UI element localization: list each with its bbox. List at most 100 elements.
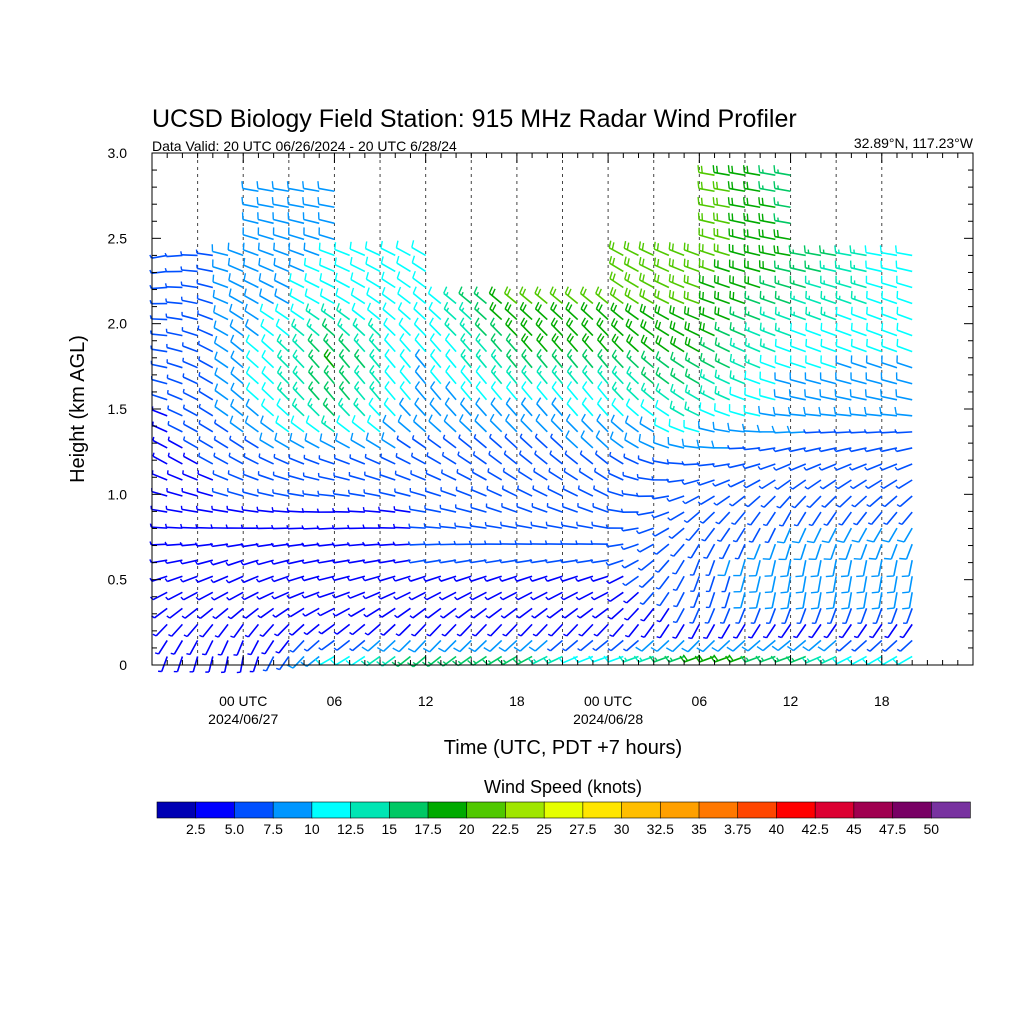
wind-barb-1011 (728, 243, 746, 257)
wind-barb-908 (682, 495, 700, 505)
wind-barb-415 (376, 639, 396, 652)
wind-barb-854 (651, 527, 670, 537)
wind-barb-78 (205, 656, 214, 673)
wind-barb-957 (717, 623, 731, 639)
wind-barb-557 (460, 333, 472, 353)
wind-barb-172 (245, 382, 259, 401)
wind-barb-1207 (835, 338, 852, 353)
wind-barb-741 (581, 333, 594, 353)
wind-barb-742 (581, 317, 594, 337)
wind-barb-328 (319, 288, 335, 305)
wind-barb-152 (228, 288, 244, 305)
wind-barb-125 (213, 305, 229, 321)
wind-barb-661 (530, 521, 548, 529)
colorbar-label-11: 30 (614, 821, 630, 837)
wind-barb-1107 (773, 197, 791, 209)
wind-barb-1267 (881, 639, 898, 652)
wind-barb-962 (718, 543, 731, 560)
wind-barb-1087 (776, 527, 792, 544)
wind-barb-687 (548, 467, 563, 481)
wind-barb-649 (520, 333, 533, 353)
wind-barb-816 (624, 287, 639, 305)
wind-barb-1154 (805, 355, 822, 369)
wind-barb-312 (316, 559, 335, 564)
wind-barb-1056 (764, 527, 777, 544)
station-location: 32.89°N, 117.23°W (854, 135, 974, 151)
wind-barb-138 (225, 524, 244, 529)
wind-barb-527 (441, 451, 457, 465)
wind-barb-750 (590, 575, 609, 582)
wind-barb-430 (384, 381, 396, 401)
wind-barb-263 (292, 365, 305, 385)
wind-barb-1068 (759, 322, 776, 337)
wind-barb-286 (302, 490, 320, 497)
wind-barb-740 (582, 349, 594, 369)
wind-barb-664 (533, 467, 548, 481)
wind-barb-1174 (818, 463, 837, 471)
wind-barb-1211 (835, 275, 852, 289)
wind-barb-1198 (836, 495, 852, 508)
wind-barb-32 (164, 559, 183, 565)
wind-barb-767 (595, 286, 609, 305)
wind-barb-1169 (823, 543, 837, 560)
colorbar-label-14: 3.75 (724, 821, 751, 837)
wind-barb-452 (395, 453, 411, 465)
wind-barb-947 (698, 274, 715, 289)
wind-barb-618 (502, 467, 518, 481)
wind-barb-1309 (895, 372, 913, 385)
wind-barb-192 (255, 559, 274, 566)
wind-barb-1270 (886, 592, 898, 610)
wind-barb-60 (180, 523, 198, 529)
wind-barb-128 (212, 259, 229, 273)
wind-barb-410 (366, 287, 381, 305)
wind-barb-105 (217, 640, 229, 656)
wind-barb-86 (195, 524, 213, 529)
wind-barb-867 (654, 304, 670, 321)
colorbar-swatch-12 (621, 801, 661, 819)
wind-barb-438 (380, 256, 396, 273)
wind-barb-1066 (759, 354, 776, 369)
wind-barb-769 (607, 639, 624, 652)
wind-barb-405 (369, 365, 381, 385)
wind-barb-55 (181, 607, 199, 619)
wind-barb-462 (397, 286, 411, 305)
wind-barb-485 (414, 333, 427, 353)
wind-barb-97 (197, 340, 214, 353)
wind-barb-1314 (896, 290, 913, 305)
wind-barb-1160 (804, 260, 822, 273)
wind-barb-209 (258, 273, 274, 289)
wind-barb-1005 (729, 337, 746, 353)
wind-barb-271 (288, 242, 305, 257)
wind-barb-333 (317, 212, 335, 225)
wind-barb-561 (467, 655, 487, 666)
wind-barb-429 (383, 397, 396, 417)
wind-barb-689 (550, 433, 564, 449)
wind-barb-164 (240, 524, 259, 530)
wind-barb-859 (653, 435, 670, 449)
wind-barb-1235 (850, 306, 867, 321)
wind-barb-189 (257, 607, 275, 619)
wind-barb-999 (727, 445, 745, 450)
wind-barb-389 (361, 639, 381, 652)
wind-barb-326 (321, 318, 335, 337)
wind-barb-549 (456, 468, 472, 481)
wind-barb-586 (487, 623, 503, 637)
wind-barb-1098 (774, 338, 791, 353)
wind-barb-110 (210, 559, 229, 566)
wind-barb-413 (364, 241, 381, 257)
wind-barb-1305 (894, 447, 913, 453)
wind-barb-858 (652, 457, 670, 465)
wind-barb-526 (440, 469, 457, 481)
wind-barb-294 (308, 349, 320, 369)
wind-barb-790 (609, 287, 624, 305)
wind-barb-214 (256, 197, 274, 209)
wind-barb-40 (167, 420, 183, 433)
wind-barb-68 (182, 388, 198, 401)
wind-barb-126 (212, 289, 229, 305)
wind-barb-50 (164, 267, 183, 273)
wind-barb-319 (319, 433, 335, 449)
wind-barb-161 (240, 575, 259, 584)
wind-barb-1285 (881, 338, 898, 353)
wind-barb-827 (636, 543, 655, 553)
wind-barb-207 (259, 303, 275, 321)
